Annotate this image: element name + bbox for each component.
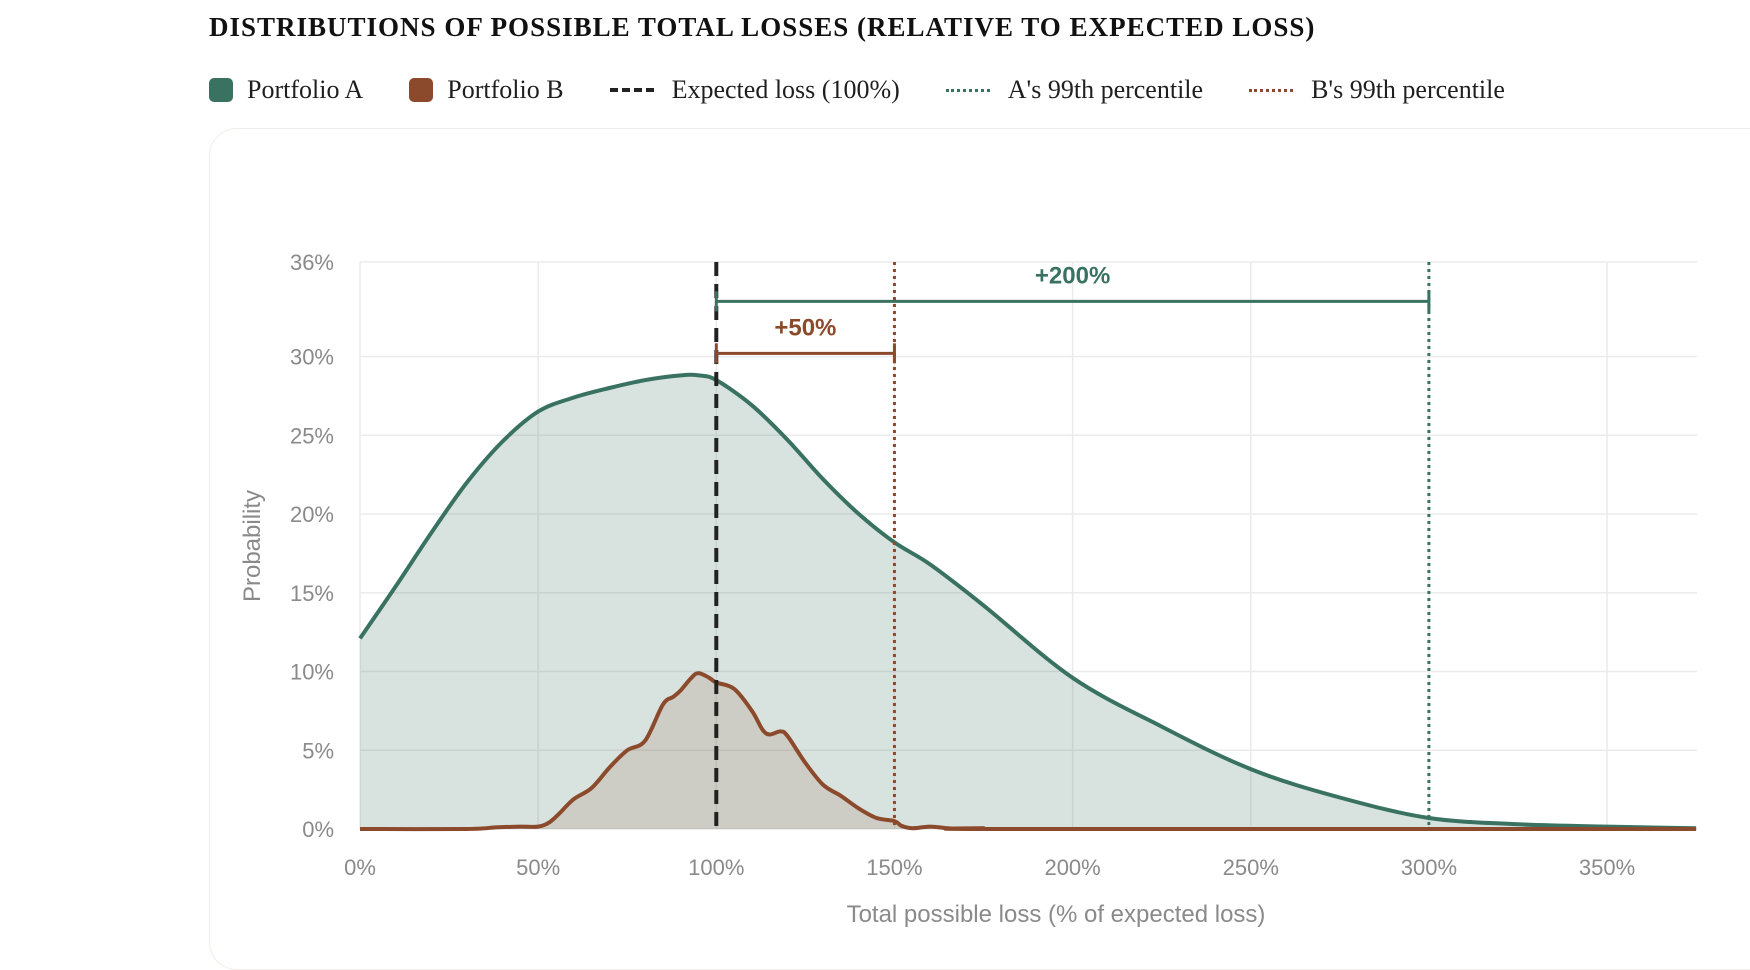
legend-item-expected-loss[interactable]: Expected loss (100%) (609, 75, 900, 105)
series-lines (358, 372, 1697, 832)
x-tick-label: 200% (1044, 855, 1100, 880)
legend-item-a-99th[interactable]: A's 99th percentile (945, 75, 1204, 105)
line-portfolio-a (358, 372, 1697, 831)
legend: Portfolio A Portfolio B Expected loss (1… (209, 72, 1551, 108)
y-tick-label: 5% (302, 738, 334, 763)
y-tick-label: 15% (290, 581, 334, 606)
loss-distribution-chart: +200% +50% 0% 5% 10% 15% 20% 25% 30% 36% 0% 50% 10… (239, 250, 1697, 928)
area-portfolio-a (360, 374, 1697, 829)
legend-label-a-99th: A's 99th percentile (1007, 75, 1204, 104)
legend-dots-b-99th (1249, 88, 1294, 92)
legend-dash-expected-loss (609, 88, 654, 92)
area-portfolio-b (360, 673, 1697, 830)
legend-label-portfolio-b: Portfolio B (447, 75, 564, 104)
legend-item-portfolio-a[interactable]: Portfolio A (209, 75, 363, 105)
x-tick-label: 250% (1223, 855, 1279, 880)
x-tick-label: 50% (516, 855, 560, 880)
x-axis-ticks: 0% 50% 100% 150% 200% 250% 300% 350% (344, 855, 1635, 880)
y-tick-label: 0% (302, 817, 334, 842)
x-tick-label: 0% (344, 855, 376, 880)
x-tick-label: 350% (1579, 855, 1635, 880)
y-tick-label: 30% (290, 345, 334, 370)
y-axis-ticks: 0% 5% 10% 15% 20% 25% 30% 36% (290, 250, 334, 842)
bracket-200-label: +200% (1035, 262, 1110, 289)
bracket-50-label: +50% (774, 314, 836, 341)
y-tick-label: 20% (290, 502, 334, 527)
legend-item-b-99th[interactable]: B's 99th percentile (1249, 75, 1505, 105)
annotation-brackets: +200% +50% (714, 262, 1431, 364)
legend-item-portfolio-b[interactable]: Portfolio B (409, 75, 564, 105)
legend-label-b-99th: B's 99th percentile (1311, 75, 1505, 104)
line-portfolio-b (359, 671, 1697, 832)
legend-label-portfolio-a: Portfolio A (247, 75, 364, 104)
series-areas (360, 374, 1697, 830)
x-tick-label: 300% (1401, 855, 1457, 880)
y-tick-label: 36% (290, 250, 334, 275)
y-tick-label: 25% (290, 423, 334, 448)
y-tick-label: 10% (290, 660, 334, 685)
legend-dots-a-99th (945, 88, 990, 92)
y-axis-label: Probability (239, 490, 266, 602)
legend-label-expected-loss: Expected loss (100%) (671, 75, 900, 104)
x-axis-label: Total possible loss (% of expected loss) (847, 901, 1266, 928)
chart-title: DISTRIBUTIONS OF POSSIBLE TOTAL LOSSES (… (209, 12, 1316, 42)
x-tick-label: 150% (866, 855, 922, 880)
x-tick-label: 100% (688, 855, 744, 880)
legend-swatch-portfolio-a (209, 78, 233, 102)
legend-swatch-portfolio-b (409, 78, 434, 102)
